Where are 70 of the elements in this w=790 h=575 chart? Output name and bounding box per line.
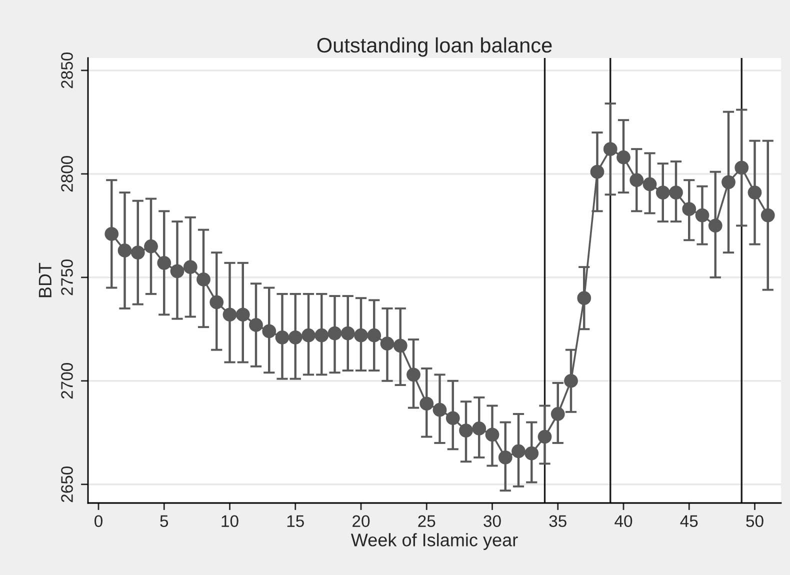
- point: [734, 160, 749, 175]
- point: [393, 338, 408, 353]
- point: [262, 324, 276, 338]
- point: [354, 328, 368, 342]
- point: [118, 244, 132, 258]
- point: [485, 428, 500, 442]
- point: [472, 422, 486, 436]
- point: [249, 318, 263, 332]
- x-tick-label: 20: [352, 515, 370, 528]
- x-tick-label: 30: [484, 515, 501, 528]
- point: [144, 239, 158, 254]
- x-axis-title: Week of Islamic year: [350, 533, 518, 550]
- point: [642, 177, 657, 192]
- point: [760, 208, 775, 222]
- point: [512, 444, 526, 458]
- point: [498, 450, 512, 464]
- chart-title: Outstanding loan balance: [317, 37, 552, 57]
- point: [157, 256, 172, 270]
- point: [748, 186, 762, 200]
- point: [314, 328, 329, 342]
- y-tick-label: 2750: [61, 260, 73, 296]
- point: [104, 226, 119, 241]
- point: [564, 374, 578, 388]
- point: [616, 150, 630, 164]
- x-tick-label: 15: [287, 515, 304, 528]
- point: [236, 308, 250, 322]
- y-tick-label: 2850: [61, 52, 73, 88]
- x-tick-label: 0: [94, 515, 102, 528]
- point: [669, 186, 683, 200]
- point: [302, 328, 316, 342]
- point: [603, 142, 618, 156]
- point: [367, 328, 382, 342]
- y-tick-label: 2650: [61, 466, 73, 502]
- point: [590, 164, 604, 179]
- point: [722, 175, 736, 190]
- point: [459, 424, 473, 438]
- point: [275, 330, 290, 344]
- point: [170, 264, 184, 278]
- point: [446, 411, 460, 426]
- x-tick-label: 35: [549, 515, 566, 528]
- x-tick-label: 5: [160, 515, 168, 528]
- point: [656, 186, 670, 200]
- point: [538, 430, 552, 444]
- point: [210, 295, 224, 310]
- point: [708, 218, 722, 233]
- point: [328, 326, 342, 340]
- x-tick-label: 40: [614, 515, 632, 528]
- y-axis-title: BDT: [38, 262, 52, 298]
- point: [380, 336, 394, 351]
- x-tick-label: 25: [418, 515, 436, 528]
- point: [420, 396, 434, 411]
- point: [524, 446, 539, 460]
- point: [550, 407, 565, 421]
- x-tick-label: 10: [222, 515, 238, 528]
- y-tick-label: 2800: [61, 156, 73, 192]
- point: [577, 291, 592, 306]
- point: [432, 402, 447, 417]
- point: [183, 260, 198, 274]
- point: [222, 308, 237, 322]
- point: [130, 246, 145, 260]
- point: [340, 326, 355, 340]
- point: [695, 208, 710, 222]
- y-tick-label: 2700: [61, 362, 73, 399]
- point: [630, 173, 644, 188]
- point: [406, 368, 420, 382]
- point: [196, 272, 210, 286]
- x-tick-label: 50: [746, 515, 764, 528]
- x-tick-label: 45: [680, 515, 698, 528]
- point: [682, 202, 696, 216]
- point: [288, 330, 302, 344]
